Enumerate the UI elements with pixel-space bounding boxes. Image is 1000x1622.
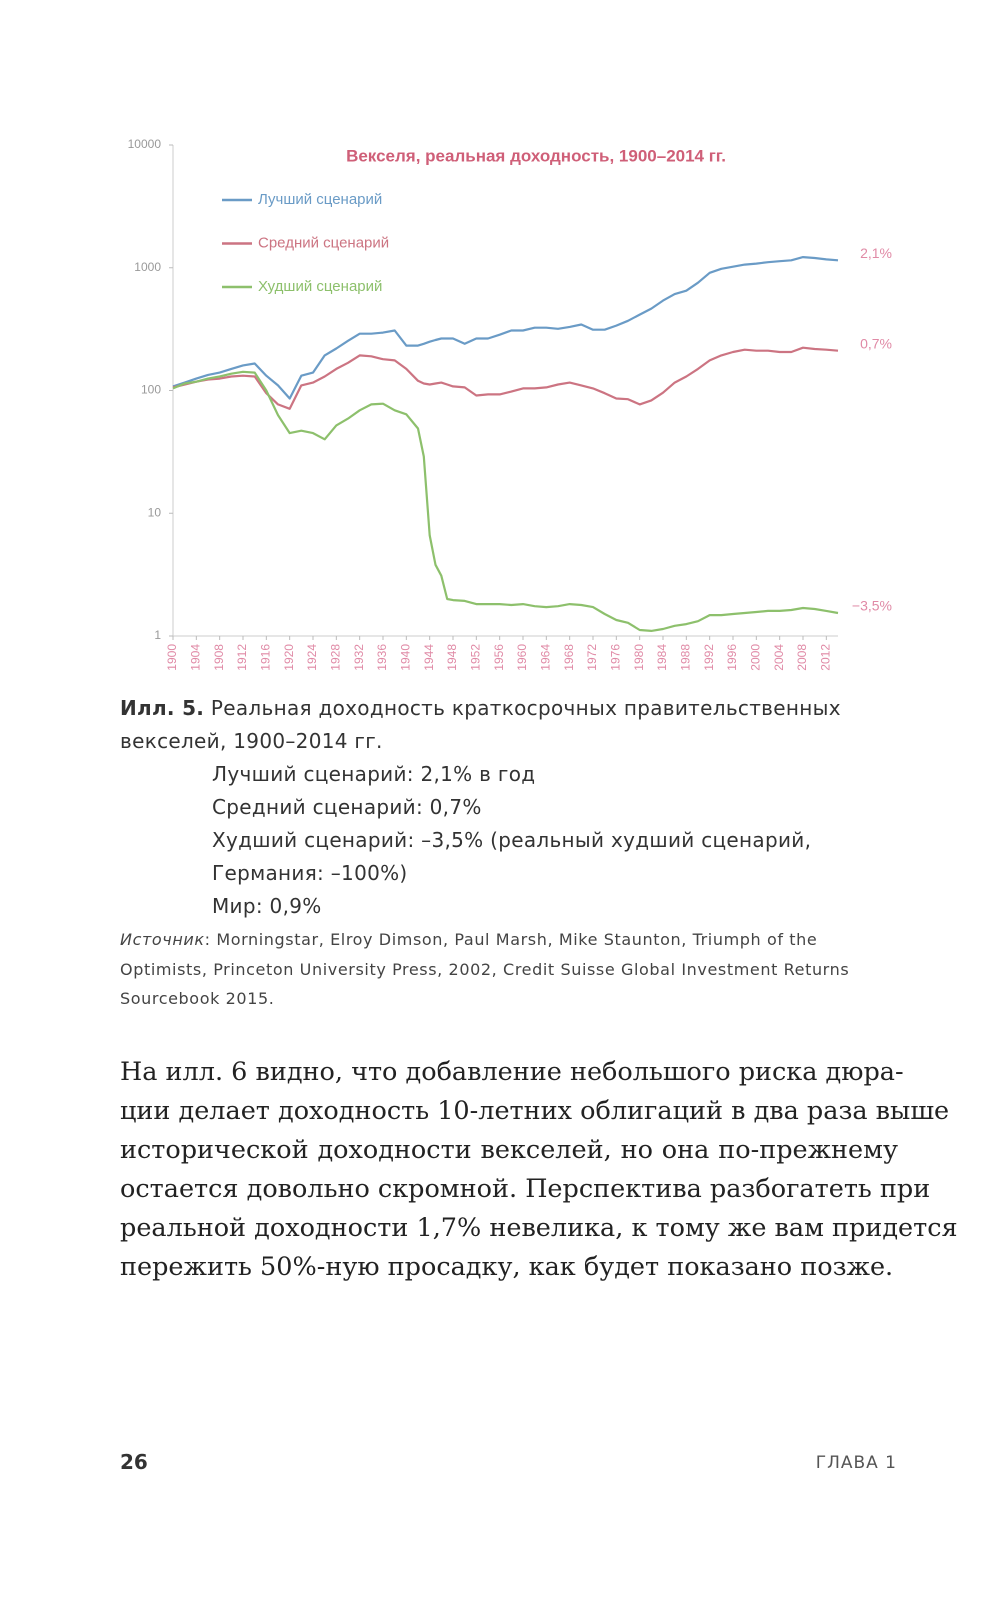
x-tick-label: 1924 <box>305 644 319 671</box>
legend-label: Худший сценарий <box>258 278 382 295</box>
x-tick-label: 1960 <box>515 644 529 671</box>
x-tick-label: 1904 <box>189 644 203 671</box>
x-tick-label: 1972 <box>585 644 599 671</box>
x-tick-label: 1900 <box>165 644 179 671</box>
y-tick-label: 1000 <box>134 260 161 274</box>
x-tick-label: 1916 <box>259 644 273 671</box>
y-tick-label: 1 <box>154 628 161 642</box>
chart-title: Векселя, реальная доходность, 1900–2014 … <box>346 146 726 165</box>
x-tick-label: 1920 <box>282 644 296 671</box>
source: Источник: Morningstar, Elroy Dimson, Pau… <box>120 925 890 1014</box>
x-tick-label: 1940 <box>399 644 413 671</box>
x-tick-label: 1908 <box>212 644 226 671</box>
x-tick-label: 1992 <box>702 644 716 671</box>
caption-item: Мир: 0,9% <box>212 894 322 918</box>
x-tick-label: 1968 <box>562 644 576 671</box>
body-line: исторической доходности векселей, но она… <box>120 1135 898 1165</box>
caption-text: Реальная доходность краткосрочных правит… <box>120 696 841 753</box>
caption-item: Средний сценарий: 0,7% <box>212 795 482 819</box>
body-text: На илл. 6 видно, что добавление небольшо… <box>120 1053 958 1287</box>
x-tick-label: 1956 <box>492 644 506 671</box>
y-tick-label: 10 <box>148 505 162 519</box>
x-tick-label: 2008 <box>795 644 809 671</box>
chapter: ГЛАВА 1 <box>815 1453 897 1473</box>
x-tick-label: 1976 <box>609 644 623 671</box>
x-tick-label: 1948 <box>445 644 459 671</box>
x-tick-label: 2000 <box>749 644 763 671</box>
caption: Илл. 5. Реальная доходность краткосрочны… <box>120 692 860 758</box>
end-annotation: −3,5% <box>852 598 892 614</box>
x-tick-label: 1912 <box>235 644 249 671</box>
x-tick-label: 1928 <box>329 644 343 671</box>
x-tick-label: 1980 <box>632 644 646 671</box>
page-number: 26 <box>120 1450 148 1474</box>
x-tick-label: 1996 <box>725 644 739 671</box>
series-line <box>172 346 839 410</box>
body-line: пережить 50%-ную просадку, как будет пок… <box>120 1252 894 1282</box>
caption-item: Худший сценарий: –3,5% (реальный худший … <box>212 828 812 885</box>
x-tick-label: 2012 <box>819 644 833 671</box>
x-tick-label: 1988 <box>679 644 693 671</box>
series-line <box>172 256 839 400</box>
x-tick-label: 1936 <box>375 644 389 671</box>
series-line <box>172 370 839 632</box>
x-tick-label: 1932 <box>352 644 366 671</box>
x-tick-label: 1964 <box>539 644 553 671</box>
source-text: : Morningstar, Elroy Dimson, Paul Marsh,… <box>120 930 850 1008</box>
chart: Векселя, реальная доходность, 1900–2014 … <box>128 137 892 671</box>
x-tick-label: 2004 <box>772 644 786 671</box>
x-tick-label: 1944 <box>422 644 436 671</box>
body-line: На илл. 6 видно, что добавление небольшо… <box>120 1057 904 1087</box>
legend-label: Лучший сценарий <box>258 191 382 208</box>
legend-label: Средний сценарий <box>258 234 389 251</box>
body-line: остается довольно скромной. Перспектива … <box>120 1174 931 1204</box>
end-annotation: 0,7% <box>860 335 892 351</box>
x-tick-label: 1952 <box>469 644 483 671</box>
caption-item: Лучший сценарий: 2,1% в год <box>212 762 536 786</box>
source-label: Источник <box>120 930 205 949</box>
end-annotation: 2,1% <box>860 245 892 261</box>
y-tick-label: 10000 <box>128 137 162 151</box>
y-tick-label: 100 <box>141 383 161 397</box>
body-line: реальной доходности 1,7% невелика, к том… <box>120 1213 958 1243</box>
caption-label: Илл. 5. <box>120 696 205 720</box>
x-tick-label: 1984 <box>655 644 669 671</box>
body-line: ции делает доходность 10-летних облигаци… <box>120 1096 950 1126</box>
